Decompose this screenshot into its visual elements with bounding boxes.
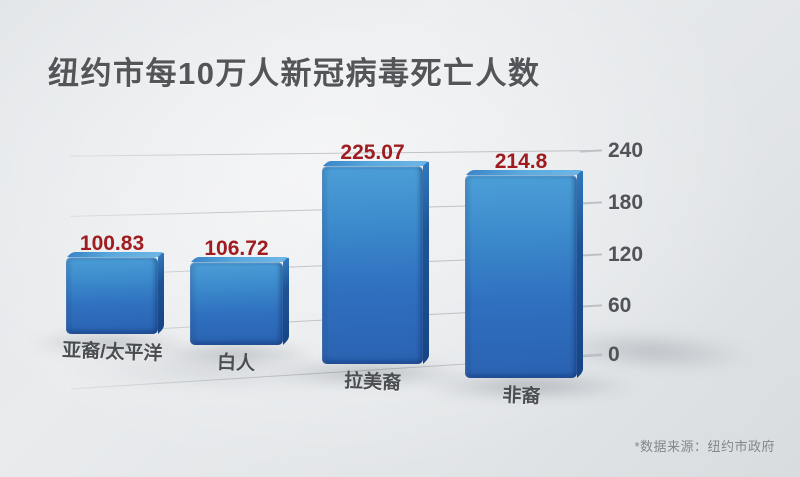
- bar-value-label: 100.83: [79, 232, 145, 255]
- bar-shadow: [30, 332, 190, 354]
- bar-shadow: [270, 360, 470, 386]
- bar-group-latino: 225.07 拉美裔: [322, 141, 429, 394]
- bar-group-white: 106.72 白人: [190, 237, 289, 375]
- bar-category-label: 亚裔/太平洋: [61, 340, 163, 365]
- tick-mark: [579, 201, 603, 205]
- source-note: *数据来源：纽约市政府: [634, 439, 775, 454]
- bar-category-label: 非裔: [501, 385, 541, 408]
- bar-front-face: [190, 262, 283, 345]
- y-tick-label: 180: [608, 191, 644, 214]
- bar-side-face: [577, 169, 583, 378]
- bar-category-label: 白人: [217, 352, 256, 375]
- bar-shadow: [150, 342, 320, 366]
- y-tick-label: 240: [608, 139, 644, 162]
- bar-value-label: 214.8: [494, 150, 548, 173]
- y-tick-label: 60: [608, 294, 632, 317]
- tick-mark: [579, 253, 603, 257]
- bar-group-asian-pacific: 100.83 亚裔/太平洋: [61, 232, 164, 365]
- y-tick-label: 120: [608, 243, 644, 266]
- chart-title: 纽约市每10万人新冠病毒死亡人数: [48, 56, 541, 91]
- bar-side-face: [283, 256, 289, 345]
- bar-category-label: 拉美裔: [343, 370, 402, 395]
- bar-side-face: [423, 160, 429, 364]
- bar-front-face: [322, 166, 423, 364]
- tick-mark: [579, 304, 603, 308]
- bar-side-face: [158, 251, 164, 334]
- bar-group-black: 214.8 非裔: [465, 150, 583, 408]
- bar-front-face: [66, 257, 158, 334]
- bar-front-face: [465, 175, 577, 378]
- bar-value-label: 225.07: [340, 141, 405, 164]
- y-tick-label: 0: [608, 343, 620, 366]
- bar-value-label: 106.72: [204, 237, 269, 260]
